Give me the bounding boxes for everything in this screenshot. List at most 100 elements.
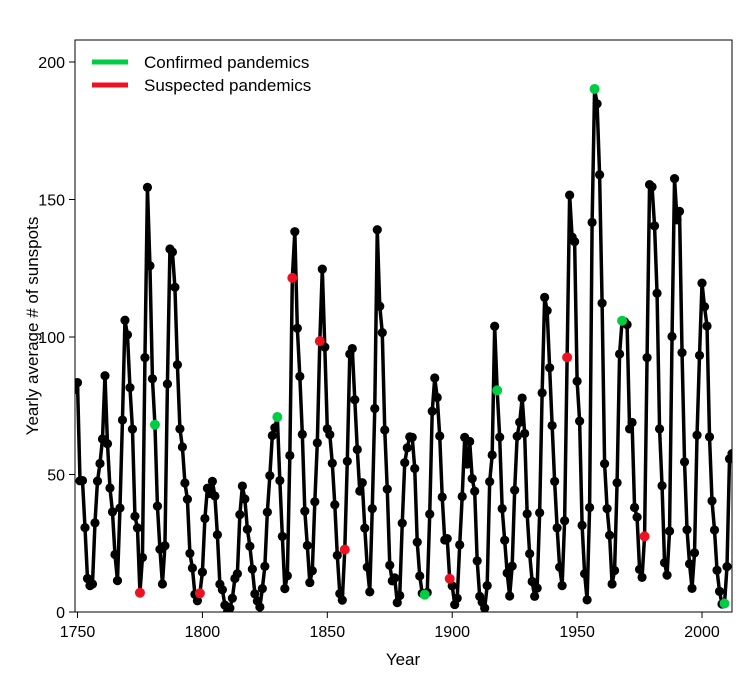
data-point bbox=[197, 567, 208, 577]
data-point bbox=[495, 432, 505, 442]
suspected-pandemic-point bbox=[444, 573, 455, 584]
data-point bbox=[187, 563, 198, 573]
data-point bbox=[90, 518, 100, 528]
data-point bbox=[170, 282, 180, 292]
data-point bbox=[637, 572, 647, 582]
data-point bbox=[325, 430, 335, 440]
data-point bbox=[145, 261, 155, 271]
data-point bbox=[132, 523, 143, 533]
data-point bbox=[694, 350, 705, 361]
data-point bbox=[634, 564, 645, 574]
data-point bbox=[425, 509, 435, 519]
data-point bbox=[277, 531, 287, 541]
data-point bbox=[457, 491, 467, 502]
data-point bbox=[160, 541, 170, 551]
data-point bbox=[527, 576, 537, 587]
x-axis-title: Year bbox=[386, 650, 421, 669]
data-point bbox=[500, 535, 510, 545]
data-point bbox=[627, 417, 637, 428]
data-point bbox=[585, 502, 595, 513]
data-point bbox=[147, 374, 158, 384]
data-point bbox=[679, 457, 690, 467]
data-point bbox=[375, 301, 385, 311]
data-point bbox=[467, 474, 477, 484]
data-point bbox=[240, 494, 250, 504]
data-point bbox=[407, 432, 417, 442]
x-tick-label-5: 2000 bbox=[684, 624, 720, 641]
data-point bbox=[185, 548, 195, 559]
data-point bbox=[397, 518, 407, 528]
data-point bbox=[392, 598, 402, 608]
data-point bbox=[87, 579, 98, 589]
suspected-pandemic-point bbox=[287, 272, 298, 283]
data-point bbox=[260, 561, 270, 571]
y-tick-label-2: 100 bbox=[38, 330, 65, 347]
data-point bbox=[497, 504, 507, 514]
data-point bbox=[307, 566, 317, 576]
suspected-pandemic-point bbox=[134, 587, 145, 598]
data-point bbox=[207, 476, 217, 486]
data-point bbox=[614, 349, 625, 359]
data-point bbox=[377, 328, 387, 338]
data-point bbox=[609, 565, 620, 576]
data-point bbox=[682, 525, 692, 535]
data-point bbox=[295, 371, 305, 381]
data-point bbox=[125, 383, 135, 393]
data-point bbox=[352, 444, 362, 455]
data-point bbox=[684, 559, 695, 569]
data-point bbox=[692, 430, 702, 440]
data-point bbox=[362, 562, 372, 572]
data-point bbox=[642, 353, 652, 363]
data-point bbox=[552, 523, 562, 533]
x-tick-label-1: 1800 bbox=[185, 624, 221, 641]
data-point bbox=[300, 506, 310, 516]
data-point bbox=[122, 330, 133, 340]
data-point bbox=[385, 560, 395, 570]
data-point bbox=[77, 475, 88, 486]
x-tick-label-3: 1900 bbox=[434, 624, 470, 641]
y-tick-label-3: 150 bbox=[38, 193, 65, 210]
data-point bbox=[200, 513, 210, 524]
data-point bbox=[142, 182, 153, 192]
y-tick-label-1: 50 bbox=[47, 468, 65, 485]
data-point bbox=[212, 530, 222, 540]
confirmed-pandemic-point bbox=[149, 419, 160, 430]
data-point bbox=[612, 478, 622, 488]
confirmed-pandemic-point bbox=[719, 598, 730, 609]
data-point bbox=[629, 502, 640, 513]
data-point bbox=[162, 379, 173, 389]
data-point bbox=[659, 558, 670, 568]
suspected-pandemic-point bbox=[194, 588, 205, 599]
data-point bbox=[664, 526, 675, 536]
series-line-0 bbox=[75, 87, 732, 612]
data-point bbox=[280, 584, 290, 594]
data-point bbox=[137, 552, 148, 563]
data-point bbox=[595, 170, 605, 180]
data-point bbox=[242, 524, 252, 534]
data-point bbox=[410, 463, 420, 474]
data-point bbox=[412, 537, 422, 547]
data-point bbox=[502, 568, 512, 578]
data-point bbox=[662, 570, 672, 580]
confirmed-pandemic-point bbox=[492, 385, 503, 396]
data-point bbox=[140, 353, 150, 363]
data-point bbox=[582, 595, 592, 605]
data-point bbox=[285, 450, 295, 461]
data-point bbox=[437, 492, 447, 502]
y-tick-label-4: 200 bbox=[38, 55, 65, 72]
data-point bbox=[432, 392, 442, 403]
data-point bbox=[532, 583, 542, 593]
data-point bbox=[550, 476, 560, 486]
data-point bbox=[225, 603, 235, 612]
data-point bbox=[542, 306, 552, 316]
x-tick-label-2: 1850 bbox=[310, 624, 346, 641]
data-point bbox=[455, 540, 465, 550]
data-point bbox=[232, 569, 242, 579]
suspected-pandemic-point bbox=[562, 352, 573, 363]
data-point bbox=[317, 264, 327, 274]
legend-label-suspected: Suspected pandemics bbox=[144, 76, 311, 95]
data-point bbox=[507, 561, 517, 571]
data-point bbox=[290, 227, 300, 237]
data-point bbox=[565, 190, 575, 200]
data-point bbox=[210, 491, 220, 501]
